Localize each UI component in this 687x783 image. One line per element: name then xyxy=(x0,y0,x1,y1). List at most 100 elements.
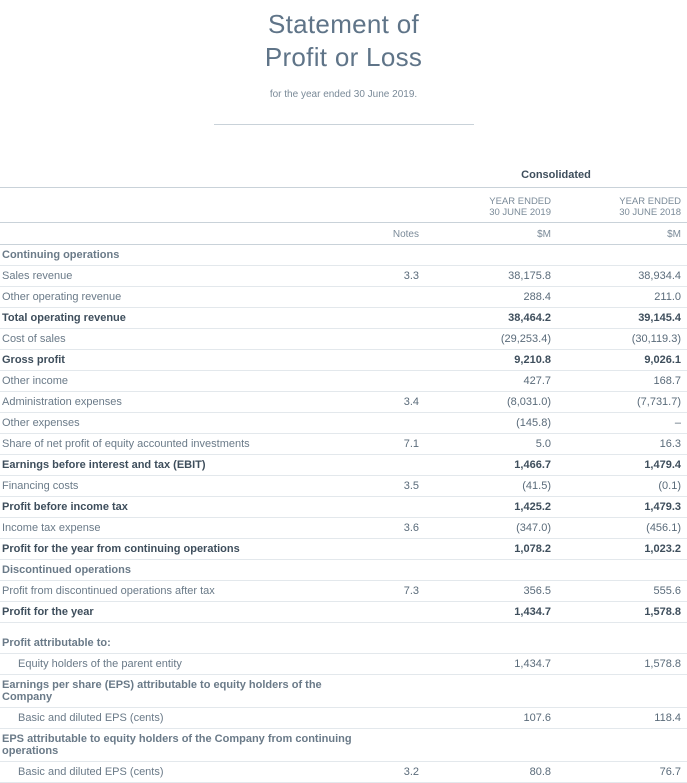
row-note xyxy=(370,455,425,476)
page-subtitle: for the year ended 30 June 2019. xyxy=(0,89,687,100)
row-label: Earnings before interest and tax (EBIT) xyxy=(0,455,370,476)
table-row: Profit for the year 1,434.71,578.8 xyxy=(0,602,687,623)
row-note xyxy=(370,633,425,654)
table-row: Profit attributable to: xyxy=(0,633,687,654)
table-row: Earnings before interest and tax (EBIT) 1… xyxy=(0,455,687,476)
table-row: Equity holders of the parent entity 1,434… xyxy=(0,653,687,674)
row-value-y2: – xyxy=(557,413,687,434)
row-value-y1: 38,175.8 xyxy=(425,266,557,287)
table-row: Administration expenses3.4(8,031.0)(7,73… xyxy=(0,392,687,413)
row-value-y1: 288.4 xyxy=(425,287,557,308)
row-value-y1: 5.0 xyxy=(425,434,557,455)
row-note xyxy=(370,539,425,560)
table-row: Other expenses(145.8)– xyxy=(0,413,687,434)
row-value-y2: 118.4 xyxy=(557,707,687,728)
row-value-y1: 80.8 xyxy=(425,761,557,782)
table-row: Discontinued operations xyxy=(0,560,687,581)
table-row: EPS attributable to equity holders of th… xyxy=(0,728,687,761)
row-note xyxy=(370,707,425,728)
row-note xyxy=(370,371,425,392)
row-label: Sales revenue xyxy=(0,266,370,287)
row-note xyxy=(370,413,425,434)
table-row: Share of net profit of equity accounted … xyxy=(0,434,687,455)
row-note xyxy=(370,602,425,623)
row-note xyxy=(370,287,425,308)
row-label: Other operating revenue xyxy=(0,287,370,308)
row-value-y2: 1,023.2 xyxy=(557,539,687,560)
page-header: Statement of Profit or Loss for the year… xyxy=(0,0,687,165)
table-row: Gross profit9,210.89,026.1 xyxy=(0,350,687,371)
row-value-y2: 38,934.4 xyxy=(557,266,687,287)
table-row: Basic and diluted EPS (cents) 107.6118.4 xyxy=(0,707,687,728)
row-note: 3.5 xyxy=(370,476,425,497)
row-note: 3.3 xyxy=(370,266,425,287)
row-value-y1: 1,434.7 xyxy=(425,653,557,674)
row-note: 3.2 xyxy=(370,761,425,782)
col-header-y1: YEAR ENDED 30 JUNE 2019 xyxy=(425,188,557,223)
row-value-y1: 9,210.8 xyxy=(425,350,557,371)
row-label: Continuing operations xyxy=(0,245,370,266)
unit-header-row: Notes $M $M xyxy=(0,223,687,245)
row-value-y2: 1,479.4 xyxy=(557,455,687,476)
row-label: Total operating revenue xyxy=(0,308,370,329)
row-value-y2: (0.1) xyxy=(557,476,687,497)
row-value-y2: 1,578.8 xyxy=(557,602,687,623)
row-value-y1: (8,031.0) xyxy=(425,392,557,413)
row-value-y2: 1,578.8 xyxy=(557,653,687,674)
divider xyxy=(214,124,474,125)
table-row: Profit from discontinued operations afte… xyxy=(0,581,687,602)
row-note xyxy=(370,653,425,674)
row-value-y2: (456.1) xyxy=(557,518,687,539)
row-value-y1: 107.6 xyxy=(425,707,557,728)
row-label: Profit for the year xyxy=(0,602,370,623)
row-value-y2: 76.7 xyxy=(557,761,687,782)
unit-y1: $M xyxy=(425,223,557,245)
row-value-y2: 211.0 xyxy=(557,287,687,308)
row-note xyxy=(370,497,425,518)
title-line-1: Statement of xyxy=(268,9,419,39)
row-note xyxy=(370,560,425,581)
row-value-y1: (145.8) xyxy=(425,413,557,434)
table-row: Other operating revenue 288.4211.0 xyxy=(0,287,687,308)
row-label: Financing costs xyxy=(0,476,370,497)
row-note xyxy=(370,245,425,266)
row-value-y1 xyxy=(425,728,557,761)
notes-header: Notes xyxy=(370,223,425,245)
row-label: Profit for the year from continuing oper… xyxy=(0,539,370,560)
row-value-y2 xyxy=(557,245,687,266)
row-value-y1: (41.5) xyxy=(425,476,557,497)
group-header: Consolidated xyxy=(425,165,687,188)
row-value-y2: (30,119.3) xyxy=(557,329,687,350)
profit-loss-table: Consolidated YEAR ENDED 30 JUNE 2019 YEA… xyxy=(0,165,687,783)
row-value-y2 xyxy=(557,728,687,761)
col-header-y2: YEAR ENDED 30 JUNE 2018 xyxy=(557,188,687,223)
table-row xyxy=(0,623,687,633)
title-line-2: Profit or Loss xyxy=(265,42,422,72)
row-label: Basic and diluted EPS (cents) xyxy=(0,707,370,728)
row-value-y1: 1,434.7 xyxy=(425,602,557,623)
row-label: Gross profit xyxy=(0,350,370,371)
row-label: Discontinued operations xyxy=(0,560,370,581)
row-note xyxy=(370,728,425,761)
row-note: 3.6 xyxy=(370,518,425,539)
row-value-y1 xyxy=(425,633,557,654)
row-value-y2: 39,145.4 xyxy=(557,308,687,329)
row-note xyxy=(370,308,425,329)
row-label: Profit from discontinued operations afte… xyxy=(0,581,370,602)
row-label: Profit attributable to: xyxy=(0,633,370,654)
row-label: Equity holders of the parent entity xyxy=(0,653,370,674)
row-note xyxy=(370,674,425,707)
table-row: Continuing operations xyxy=(0,245,687,266)
row-label: Income tax expense xyxy=(0,518,370,539)
row-value-y1: 427.7 xyxy=(425,371,557,392)
row-value-y1: 1,078.2 xyxy=(425,539,557,560)
row-value-y1: 38,464.2 xyxy=(425,308,557,329)
row-value-y1: 1,425.2 xyxy=(425,497,557,518)
row-note: 7.3 xyxy=(370,581,425,602)
table-row: Other income427.7168.7 xyxy=(0,371,687,392)
row-value-y2: 555.6 xyxy=(557,581,687,602)
table-row: Financing costs3.5(41.5)(0.1) xyxy=(0,476,687,497)
row-value-y2: 168.7 xyxy=(557,371,687,392)
row-value-y2 xyxy=(557,633,687,654)
table-row: Profit before income tax1,425.21,479.3 xyxy=(0,497,687,518)
